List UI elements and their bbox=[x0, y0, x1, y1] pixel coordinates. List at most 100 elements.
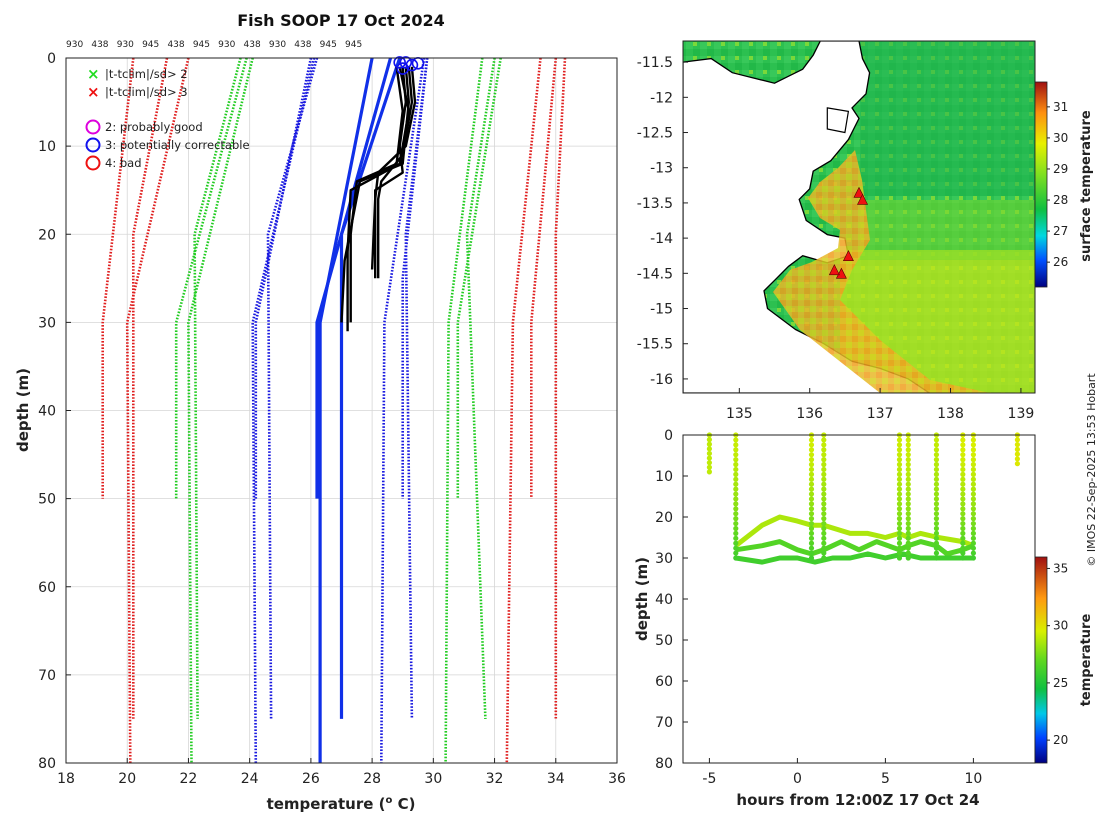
ts-cast-point bbox=[896, 550, 903, 556]
map-coastal-warm-band bbox=[773, 150, 990, 393]
ts-cast-point bbox=[905, 457, 911, 463]
ts-cast-point bbox=[896, 530, 903, 537]
ts-y-tick-label: 40 bbox=[655, 592, 673, 608]
profile-series-mean-clim-a bbox=[318, 57, 374, 763]
ts-cast-point bbox=[960, 437, 966, 443]
ts-cast-point bbox=[905, 555, 911, 561]
ts-cast-point bbox=[808, 550, 815, 556]
ts-cast-point bbox=[733, 516, 739, 522]
ts-cast-point bbox=[970, 476, 977, 482]
map-y-tick-label: -13 bbox=[650, 161, 673, 177]
map-east-mid-water bbox=[860, 200, 1035, 260]
ts-cast-point bbox=[960, 516, 966, 522]
ts-y-tick-label: 20 bbox=[655, 510, 673, 526]
ts-cast-point bbox=[960, 481, 966, 487]
ts-cast-point bbox=[733, 535, 739, 541]
ts-colorbar bbox=[1034, 556, 1048, 764]
profile-y-tick-label: 60 bbox=[38, 580, 56, 596]
ts-cast-point bbox=[970, 442, 977, 448]
ts-cast-point bbox=[733, 525, 739, 532]
map-y-tick-label: -16 bbox=[650, 372, 673, 388]
ts-cast-point bbox=[905, 520, 911, 527]
ts-y-ticks: 0 10 20 30 40 50 60 70 80 bbox=[655, 428, 688, 772]
ts-cast-point bbox=[905, 442, 911, 448]
profile-x-tick-label: 34 bbox=[547, 771, 565, 787]
ts-cast-point bbox=[970, 437, 977, 443]
ts-cast-point bbox=[896, 516, 903, 522]
ts-cast-point bbox=[808, 540, 815, 546]
ts-cast-point bbox=[808, 476, 815, 482]
ts-cast-point bbox=[905, 461, 911, 468]
profile-series-clim-2sd-f bbox=[456, 57, 502, 499]
ts-y-tick-label: 30 bbox=[655, 551, 673, 567]
ts-cast-point bbox=[733, 461, 739, 468]
legend-label-2sd: |t-tclim|/sd> 2 bbox=[105, 67, 188, 81]
legend-marker-3sd-icon: × bbox=[87, 83, 100, 101]
ts-cast-point bbox=[933, 520, 940, 527]
ts-cast-point bbox=[896, 437, 903, 443]
profile-top-label: 930 bbox=[66, 40, 83, 50]
ts-cast-point bbox=[905, 447, 911, 453]
ts-cast-point bbox=[933, 476, 940, 482]
ts-cast-point bbox=[821, 540, 827, 546]
ts-y-tick-label: 10 bbox=[655, 469, 673, 485]
profile-x-axis-label: temperature (o C) bbox=[267, 795, 416, 813]
ts-cast-point bbox=[1014, 446, 1021, 452]
ts-cast-point bbox=[905, 545, 911, 551]
ts-cast-point bbox=[706, 464, 713, 470]
ts-cast-point bbox=[821, 545, 827, 551]
ts-cast-point bbox=[733, 466, 739, 473]
profile-flag-point bbox=[393, 56, 406, 69]
ts-cast-point bbox=[733, 550, 739, 556]
profile-top-label: 930 bbox=[269, 40, 286, 50]
ts-cast-point bbox=[706, 450, 713, 457]
ts-cast-point bbox=[896, 481, 903, 487]
ts-cast-point bbox=[970, 461, 977, 468]
ts-cast-point bbox=[821, 530, 827, 537]
ts-cast-point bbox=[960, 457, 966, 463]
ts-cast-point bbox=[970, 506, 977, 512]
ts-cast-point bbox=[733, 442, 739, 448]
profile-top-label: 945 bbox=[193, 40, 210, 50]
ts-cast-point bbox=[970, 496, 977, 502]
ts-cast-point bbox=[821, 520, 827, 527]
ts-trace-mid-trace bbox=[735, 539, 975, 557]
ts-cast-point bbox=[808, 442, 815, 448]
profile-series-obs-profile-3 bbox=[349, 66, 404, 323]
ts-cast-point bbox=[960, 506, 966, 512]
map-x-tick-label: 139 bbox=[1008, 406, 1035, 422]
ts-y-tick-label: 60 bbox=[655, 674, 673, 690]
profile-series bbox=[101, 57, 567, 764]
ts-cast-point bbox=[960, 530, 966, 537]
ts-cast-point bbox=[933, 491, 940, 497]
profile-series-clim-2sd-a bbox=[193, 57, 242, 719]
ts-cast-point bbox=[970, 530, 977, 537]
legend-flag-4-icon bbox=[85, 155, 101, 171]
ts-cast-point bbox=[808, 447, 815, 453]
ts-cast-point bbox=[933, 506, 940, 512]
ts-cast-point bbox=[821, 501, 827, 507]
ts-cast-point bbox=[821, 486, 827, 492]
profile-y-tick-label: 80 bbox=[38, 756, 56, 772]
ts-cast-point bbox=[808, 525, 815, 532]
ts-cast-point bbox=[905, 511, 911, 517]
ts-cast-point bbox=[960, 476, 966, 482]
profile-y-tick-label: 70 bbox=[38, 668, 56, 684]
profile-y-tick-label: 20 bbox=[38, 227, 56, 243]
ts-cast-point bbox=[808, 461, 815, 468]
ts-cast-point bbox=[905, 530, 911, 537]
ts-cast-point bbox=[896, 520, 903, 527]
ts-cast-point bbox=[905, 452, 911, 458]
map-y-tick-label: -15 bbox=[650, 302, 673, 318]
ts-cast-point bbox=[960, 555, 966, 561]
ts-cast-point bbox=[905, 476, 911, 482]
profile-x-tick-label: 22 bbox=[180, 771, 198, 787]
legend-marker-2sd-icon: × bbox=[87, 65, 100, 83]
map-x-tick-label: 135 bbox=[726, 406, 753, 422]
ts-cast-point bbox=[905, 540, 911, 546]
ts-cast-point bbox=[970, 550, 977, 556]
map-colorbar-tick-label: 27 bbox=[1053, 224, 1068, 238]
ts-cast-point bbox=[821, 496, 827, 502]
profile-x-tick-label: 32 bbox=[486, 771, 504, 787]
ts-cast-point bbox=[960, 447, 966, 453]
